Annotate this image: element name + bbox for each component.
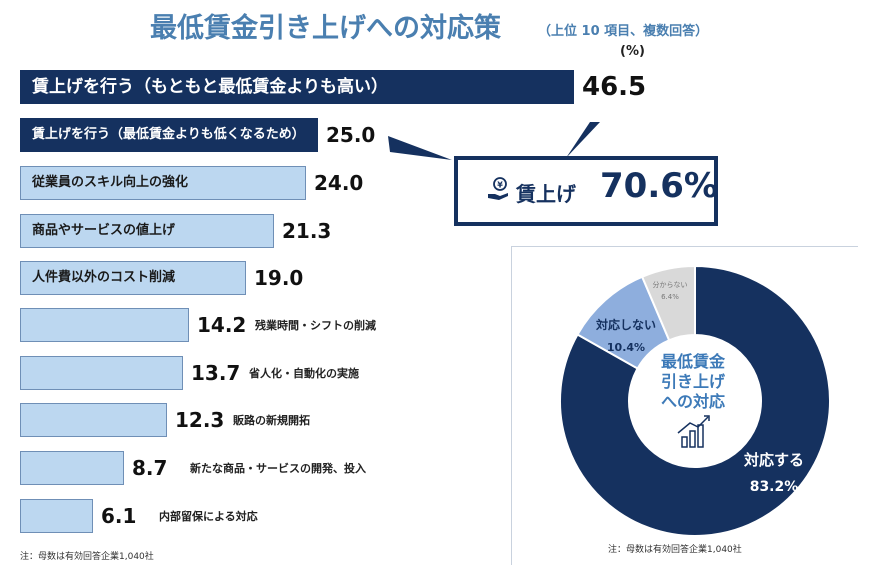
donut-center-label: 最低賃金 xyxy=(661,352,726,371)
bar-value-label: 6.1 xyxy=(101,504,137,528)
bar-9 xyxy=(20,451,124,485)
donut-center-label: への対応 xyxy=(661,392,725,411)
donut-chart: 対応する 83.2% 対応しない 10.4% 分からない 6.4% 最低賃金引き上げへの対応 xyxy=(559,264,831,537)
bar-value-label: 12.3 xyxy=(175,408,225,432)
bar-5 xyxy=(20,261,246,295)
bar-8 xyxy=(20,403,167,437)
slice-value-unknown: 6.4% xyxy=(661,293,679,301)
bar-6 xyxy=(20,308,189,342)
bar-value-label: 25.0 xyxy=(326,123,376,147)
bar-chart-note: 注：母数は有効回答企業1,040社 xyxy=(20,552,154,562)
callout-value: 70.6% xyxy=(600,166,718,206)
bar-category-label: 賃上げを行う（最低賃金よりも低くなるため） xyxy=(32,127,305,142)
bar-7 xyxy=(20,356,183,390)
donut-panel: 対応する 83.2% 対応しない 10.4% 分からない 6.4% 最低賃金 引き上げ への対応… xyxy=(511,246,858,565)
slice-value-respond: 83.2% xyxy=(750,479,799,495)
bar-4 xyxy=(20,214,274,248)
bar-category-label: 省人化・自動化の実施 xyxy=(249,367,359,380)
svg-text:¥: ¥ xyxy=(497,181,503,190)
wage-increase-callout: ¥ 賃上げ 70.6% xyxy=(454,156,718,226)
bar-category-label: 販路の新規開拓 xyxy=(233,414,310,427)
bar-10 xyxy=(20,499,93,533)
bar-value-label: 21.3 xyxy=(282,219,332,243)
chart-title: 最低賃金引き上げへの対応策 xyxy=(150,13,501,44)
bar-category-label: 残業時間・シフトの削減 xyxy=(255,319,376,332)
money-hand-icon: ¥ xyxy=(486,176,512,206)
growth-chart-icon xyxy=(677,415,710,448)
callout-label: 賃上げ xyxy=(516,182,576,206)
bar-category-label: 従業員のスキル向上の強化 xyxy=(32,175,189,190)
donut-center-label: 引き上げ xyxy=(661,372,726,391)
bar-category-label: 賃上げを行う（もともと最低賃金よりも高い） xyxy=(32,77,388,97)
bar-3 xyxy=(20,166,306,200)
bar-value-label: 19.0 xyxy=(254,266,304,290)
bar-value-label: 14.2 xyxy=(197,313,247,337)
slice-label-respond: 対応する xyxy=(743,451,804,469)
donut-slice-respond xyxy=(559,264,831,537)
unit-label: (%) xyxy=(620,44,645,59)
bar-category-label: 新たな商品・サービスの開発、投入 xyxy=(190,462,366,475)
bar-category-label: 商品やサービスの値上げ xyxy=(32,223,176,238)
slice-label-not-respond: 対応しない xyxy=(595,317,656,332)
donut-slice-unknown xyxy=(640,264,696,342)
bar-value-label: 8.7 xyxy=(132,456,168,480)
slice-value-not-respond: 10.4% xyxy=(607,341,645,354)
slice-label-unknown: 分からない xyxy=(653,280,688,289)
bar-category-label: 内部留保による対応 xyxy=(159,510,258,523)
callout-pointer-left xyxy=(388,136,452,160)
callout-pointer-top xyxy=(566,122,600,158)
bar-1 xyxy=(20,70,574,104)
chart-subtitle: （上位 10 項目、複数回答） xyxy=(538,24,709,39)
bar-value-label: 13.7 xyxy=(191,361,241,385)
bar-value-label: 24.0 xyxy=(314,171,364,195)
bar-value-label: 46.5 xyxy=(582,72,647,102)
bar-2 xyxy=(20,118,318,152)
bar-category-label: 人件費以外のコスト削減 xyxy=(32,270,176,285)
donut-note: 注：母数は有効回答企業1,040社 xyxy=(608,545,742,555)
